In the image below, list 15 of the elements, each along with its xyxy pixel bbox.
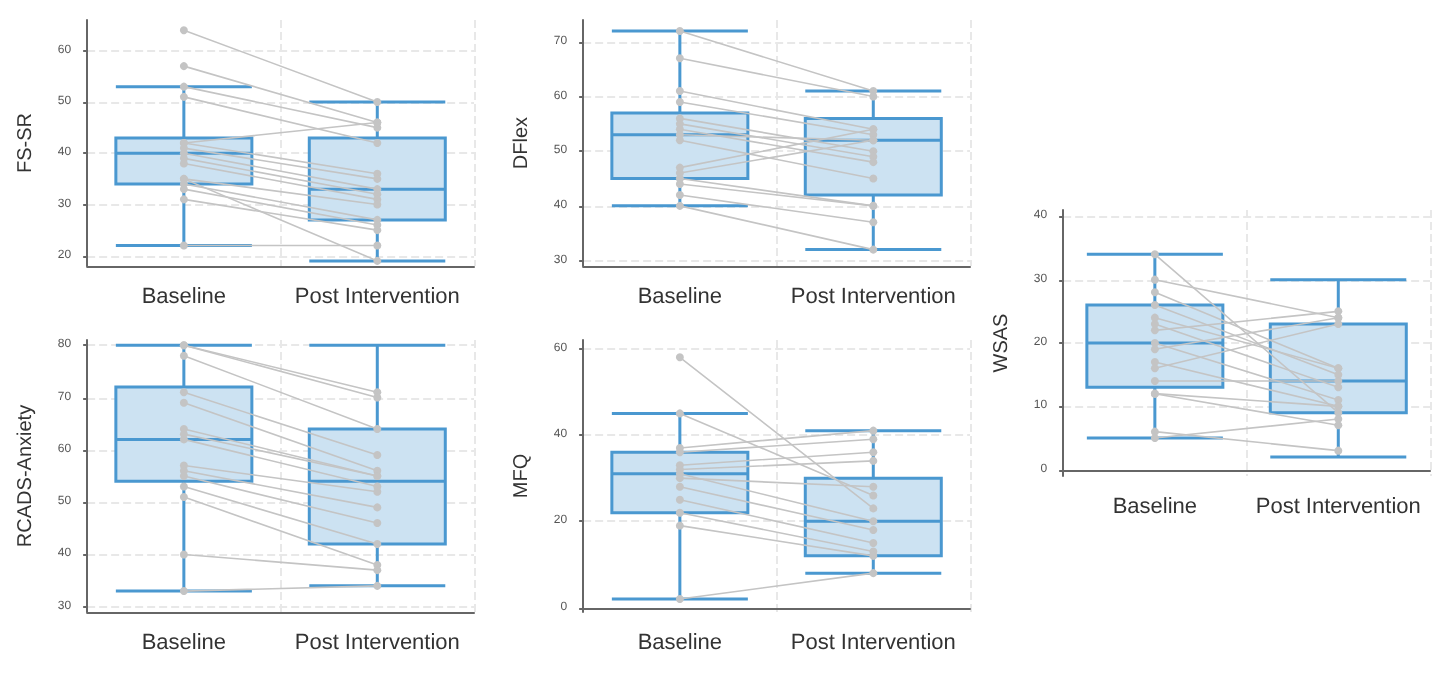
x-tick-label: Baseline — [1112, 495, 1198, 519]
x-tick-label: Baseline — [637, 285, 723, 309]
x-tick-label: Post Intervention — [790, 285, 956, 309]
x-tick-label: Post Intervention — [1255, 495, 1421, 519]
y-axis-title: FS-SR — [15, 113, 37, 173]
x-tick-label: Post Intervention — [294, 631, 460, 655]
y-axis-title: WSAS — [991, 312, 1013, 373]
x-tick-label: Post Intervention — [790, 631, 956, 655]
x-tick-label: Baseline — [141, 285, 227, 309]
y-axis-title: DFlex — [511, 116, 533, 170]
x-tick-label: Baseline — [637, 631, 723, 655]
y-axis-title: RCADS-Anxiety — [15, 404, 37, 548]
x-tick-label: Baseline — [141, 631, 227, 655]
x-tick-label: Post Intervention — [294, 285, 460, 309]
y-axis-title: MFQ — [511, 453, 533, 499]
